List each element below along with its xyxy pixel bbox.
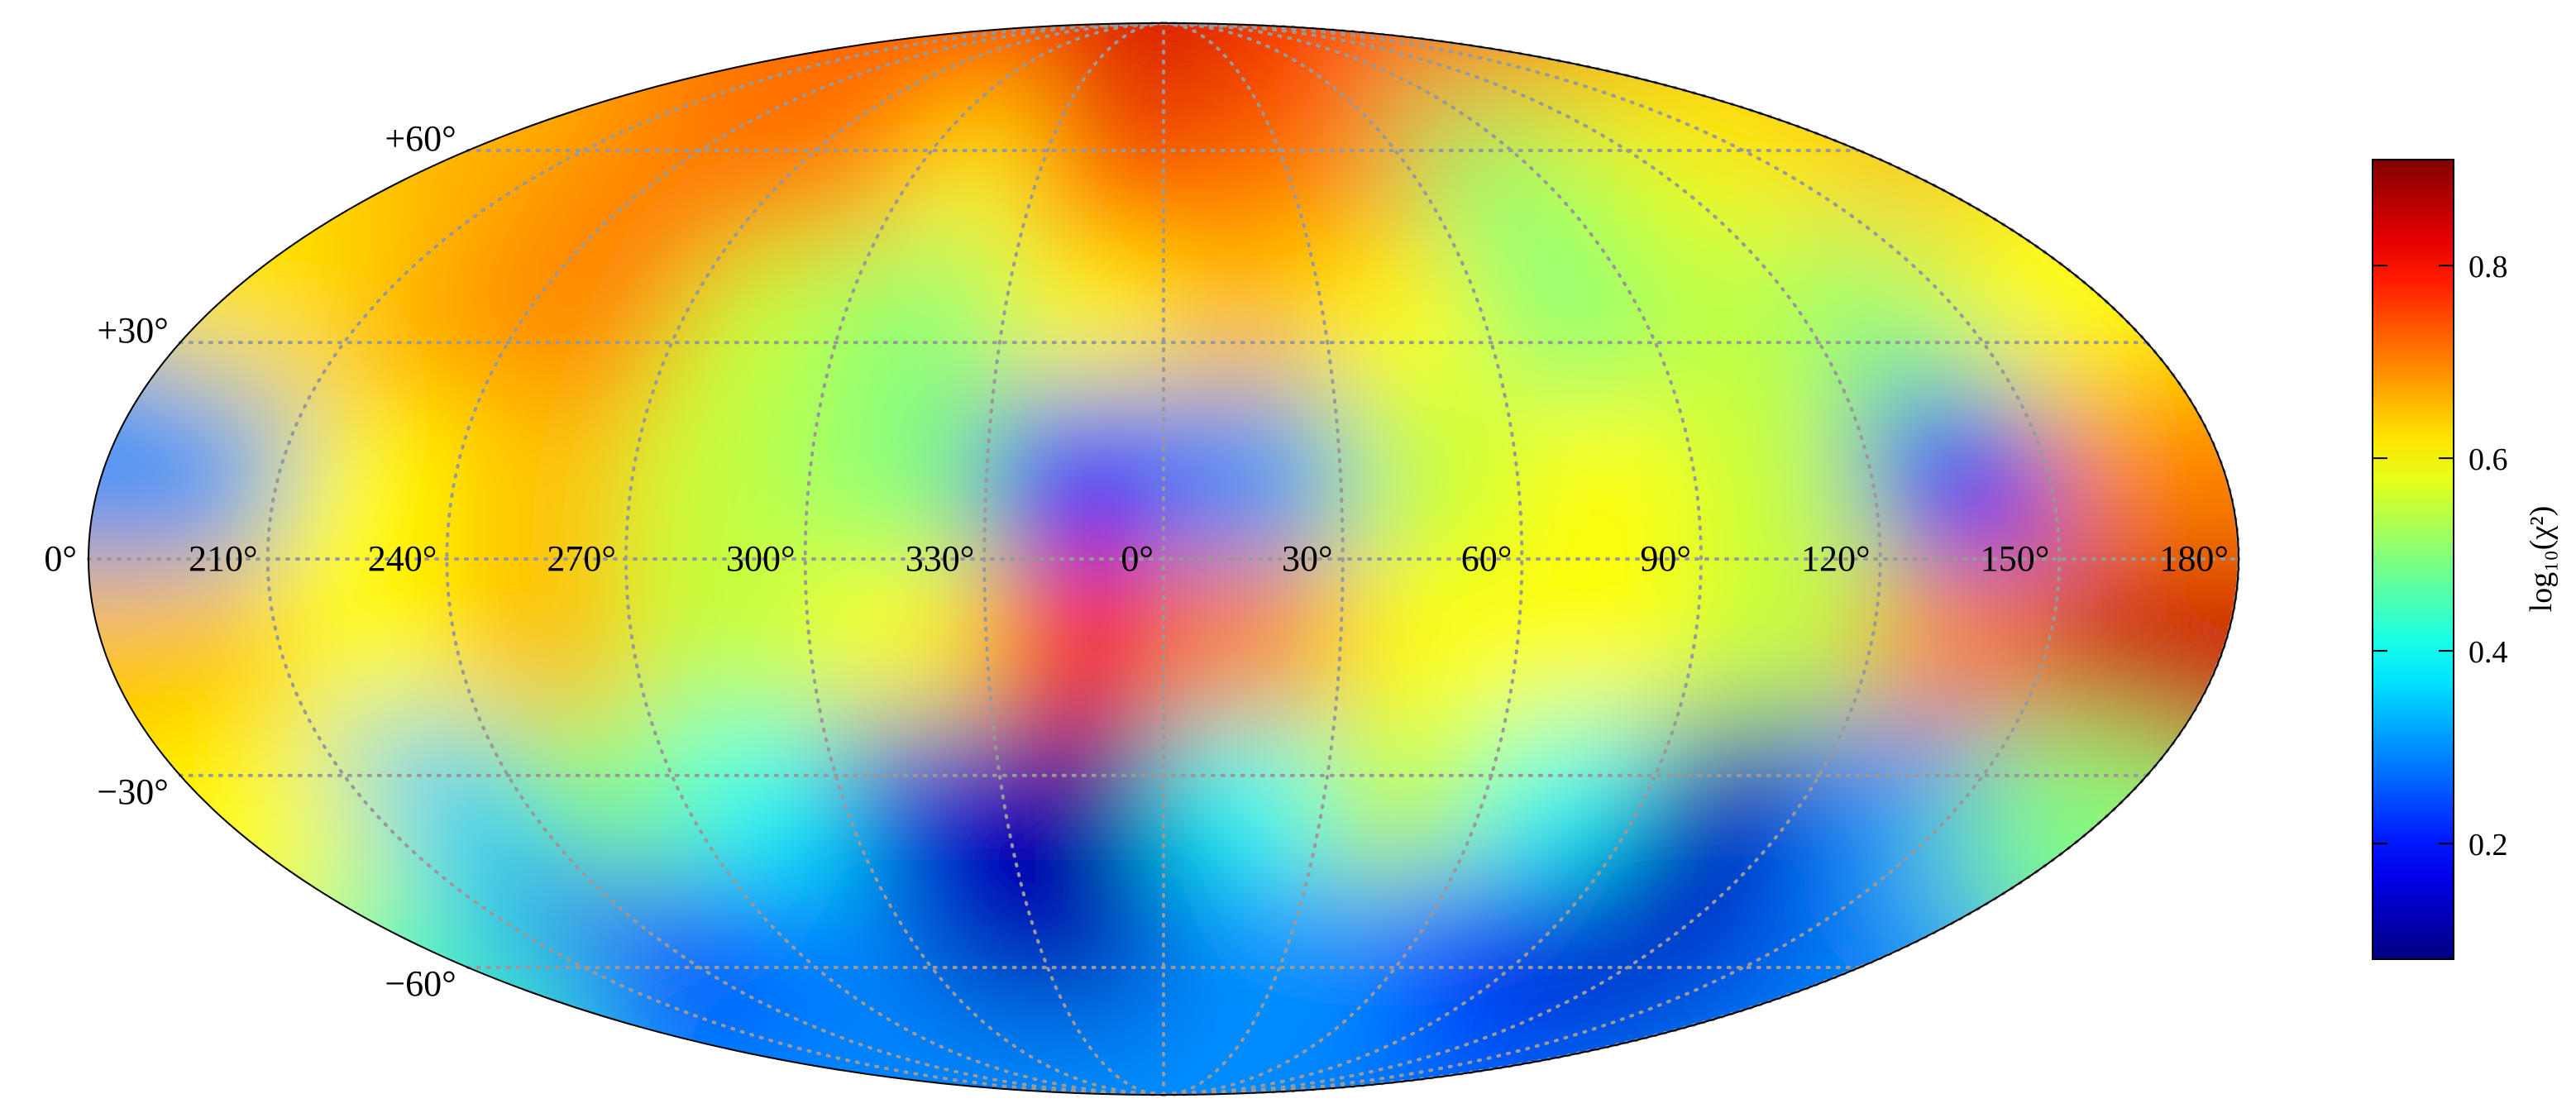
x-tick-label: 240° (368, 538, 437, 579)
grid-meridian (1162, 21, 1345, 1096)
grid-meridian (445, 21, 1165, 1096)
heatmap-cell (1333, 394, 1523, 560)
y-tick-label: −60° (385, 963, 456, 1004)
colorbar-label: log₁₀(χ²) (2524, 506, 2559, 613)
heatmap-cell (1674, 558, 1881, 724)
x-tick-label: 150° (1981, 538, 2050, 579)
x-tick-label: 210° (189, 538, 258, 579)
x-tick-label: 180° (2159, 538, 2229, 579)
x-tick-label: 90° (1640, 538, 1691, 579)
heatmap-cell (1163, 721, 1336, 877)
map-border (88, 22, 2239, 1096)
colorbar-tick-label: 0.4 (2468, 635, 2508, 670)
heatmap-cell (446, 558, 653, 724)
grid-meridian (803, 21, 1165, 1096)
heatmap-cell (992, 241, 1164, 397)
heatmap-cell (983, 558, 1164, 724)
heatmap-cell (1503, 558, 1703, 724)
colorbar-tick-label: 0.2 (2468, 828, 2508, 862)
x-tick-label: 300° (726, 538, 796, 579)
x-tick-label: 120° (1801, 538, 1871, 579)
x-tick-label: 330° (906, 538, 975, 579)
y-tick-label: −30° (97, 771, 168, 812)
heatmap-cell (1163, 394, 1344, 560)
heatmap-cell (1163, 558, 1344, 724)
y-tick-label: 0° (44, 538, 77, 579)
heatmap-cell (2014, 394, 2239, 560)
y-tick-label: +60° (385, 118, 456, 159)
map (88, 23, 2239, 1095)
heatmap-cell (804, 558, 994, 724)
x-tick-label: 270° (547, 538, 616, 579)
x-tick-label: 60° (1461, 538, 1513, 579)
heatmap-cell (804, 394, 994, 560)
labels: 210° 240° 270° 300° 330° 0° 30° 60° 90° 120° 150° 1… (44, 118, 2229, 1004)
heatmap (88, 23, 2239, 1095)
heatmap-cell (992, 721, 1164, 877)
heatmap-cell (1674, 394, 1881, 560)
heatmap-cell (1503, 394, 1703, 560)
x-tick-label: 0° (1121, 538, 1154, 579)
colorbar (2372, 159, 2454, 960)
grid-meridian (1162, 21, 1524, 1096)
colorbar-tick-label: 0.8 (2468, 250, 2508, 284)
grid-meridian (1162, 21, 2062, 1096)
y-tick-label: +30° (97, 310, 168, 351)
heatmap-cell (983, 394, 1164, 560)
colorbar-tick-label: 0.6 (2468, 442, 2508, 477)
heatmap-cell (624, 394, 824, 560)
heatmap-cell (1333, 558, 1523, 724)
heatmap-cell (446, 394, 653, 560)
heatmap-cell (624, 558, 824, 724)
x-tick-label: 30° (1282, 538, 1333, 579)
heatmap-cell (1163, 241, 1336, 397)
